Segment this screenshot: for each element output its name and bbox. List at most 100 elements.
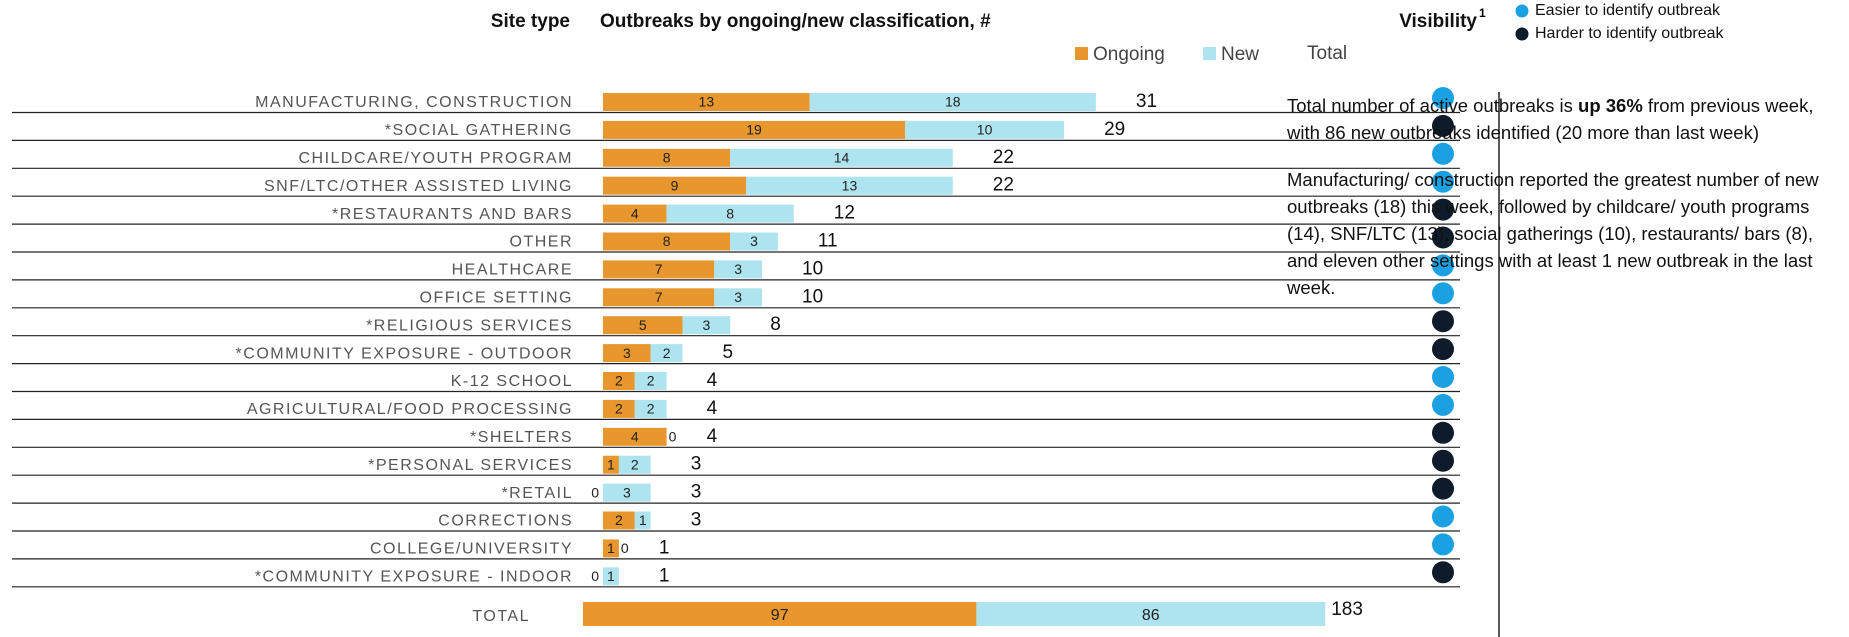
- total-label: 10: [802, 286, 823, 307]
- category-header: Site type: [491, 11, 570, 32]
- bar-segment: [634, 372, 667, 390]
- category-label: CORRECTIONS: [438, 513, 573, 530]
- visibility-dot: [1432, 338, 1454, 361]
- bar-segment: [905, 120, 1065, 139]
- category-label: *RESTAURANTS AND BARS: [332, 206, 573, 223]
- total-label: 1: [659, 537, 670, 558]
- category-label: CHILDCARE/YOUTH PROGRAM: [298, 150, 573, 167]
- bar-segment: [603, 344, 651, 363]
- value-label: 9: [671, 177, 679, 193]
- visibility-dot: [1432, 114, 1454, 137]
- value-label: 1: [607, 540, 615, 556]
- value-label: 2: [631, 456, 639, 472]
- category-label: SNF/LTC/OTHER ASSISTED LIVING: [264, 178, 573, 195]
- value-label: 8: [726, 205, 734, 221]
- total-label: 3: [691, 454, 702, 475]
- value-label: 3: [734, 289, 742, 305]
- total-label: 10: [802, 258, 823, 279]
- note-text: Manufacturing/ construction reported the…: [1287, 169, 1819, 298]
- bar-segment: [618, 455, 651, 474]
- total-label: 22: [993, 175, 1014, 196]
- category-label: AGRICULTURAL/FOOD PROCESSING: [247, 401, 573, 418]
- visibility-dot: [1432, 505, 1454, 528]
- chart-title: Outbreaks by ongoing/new classification,…: [600, 11, 991, 32]
- visibility-dot: [1432, 282, 1454, 305]
- visibility-dot: [1432, 142, 1454, 165]
- bar-segment: [714, 260, 762, 279]
- bar-segment: [603, 93, 810, 111]
- grand-total-label: 183: [1331, 599, 1363, 620]
- value-label: 7: [655, 261, 663, 277]
- total-bar-segment: [583, 602, 977, 626]
- value-label: 3: [623, 345, 631, 361]
- bar-segment: [603, 176, 747, 195]
- visibility-dot: [1432, 533, 1454, 556]
- value-label: 0: [669, 429, 677, 445]
- total-label: 22: [993, 147, 1014, 168]
- notes: Total number of active outbreaks is up 3…: [1287, 92, 1847, 321]
- value-label: 8: [663, 233, 671, 249]
- total-label: 31: [1136, 91, 1157, 112]
- value-label: 13: [842, 177, 858, 193]
- value-label: 3: [702, 317, 710, 333]
- value-label: 14: [834, 150, 850, 166]
- visibility-dot: [1432, 393, 1454, 416]
- note-text: from previous week, with 86 new outbreak…: [1287, 95, 1814, 143]
- legend-swatch: [1075, 47, 1088, 60]
- bar-segment: [603, 120, 906, 139]
- bar-segment: [634, 511, 651, 530]
- bar-segment: [634, 399, 667, 418]
- bar-segment: [603, 260, 715, 279]
- category-label: *SHELTERS: [470, 429, 573, 446]
- visibility-dot: [1432, 170, 1454, 193]
- bar-segment: [650, 344, 683, 363]
- bar-segment: [603, 372, 635, 390]
- value-label: 4: [631, 429, 639, 445]
- category-label: *RELIGIOUS SERVICES: [366, 317, 573, 334]
- value-label: 0: [621, 540, 629, 556]
- bar-segment: [603, 427, 667, 446]
- value-label: 3: [750, 233, 758, 249]
- category-label: *PERSONAL SERVICES: [368, 457, 573, 474]
- category-label: HEALTHCARE: [452, 262, 573, 279]
- value-label: 10: [977, 122, 993, 138]
- bar-segment: [603, 539, 619, 558]
- value-label: 1: [607, 456, 615, 472]
- total-label: 5: [723, 342, 734, 363]
- total-header: Total: [1307, 43, 1347, 64]
- category-label: OTHER: [510, 234, 574, 251]
- bar-segment: [809, 93, 1096, 111]
- total-bar-segment: [976, 602, 1326, 626]
- value-label: 2: [663, 345, 671, 361]
- total-label: 4: [707, 370, 718, 391]
- value-label: 1: [607, 568, 615, 584]
- value-label: 8: [663, 150, 671, 166]
- value-label: 0: [591, 568, 599, 584]
- bar-segment: [666, 204, 794, 223]
- total-label: 11: [818, 231, 838, 252]
- value-label: 2: [647, 401, 655, 417]
- value-label: 2: [615, 512, 623, 528]
- visibility-dot: [1432, 477, 1454, 500]
- visibility-legend-label: Easier to identify outbreak: [1535, 2, 1721, 19]
- value-label: 3: [734, 261, 742, 277]
- value-label: 5: [639, 317, 647, 333]
- bar-segment: [603, 567, 619, 586]
- value-label: 7: [655, 289, 663, 305]
- value-label: 3: [623, 484, 631, 500]
- total-value-label: 86: [1142, 607, 1160, 624]
- visibility-dot: [1432, 226, 1454, 249]
- visibility-dot: [1432, 449, 1454, 472]
- bar-segment: [603, 399, 635, 418]
- visibility-header: Visibility: [1399, 11, 1477, 32]
- bar-segment: [603, 511, 635, 530]
- legend-label: New: [1221, 44, 1259, 65]
- bar-segment: [682, 316, 731, 335]
- bar-segment: [603, 288, 715, 307]
- visibility-dot: [1432, 254, 1454, 277]
- bar-segment: [603, 232, 731, 251]
- total-label: 12: [834, 203, 855, 224]
- visibility-dot: [1432, 198, 1454, 221]
